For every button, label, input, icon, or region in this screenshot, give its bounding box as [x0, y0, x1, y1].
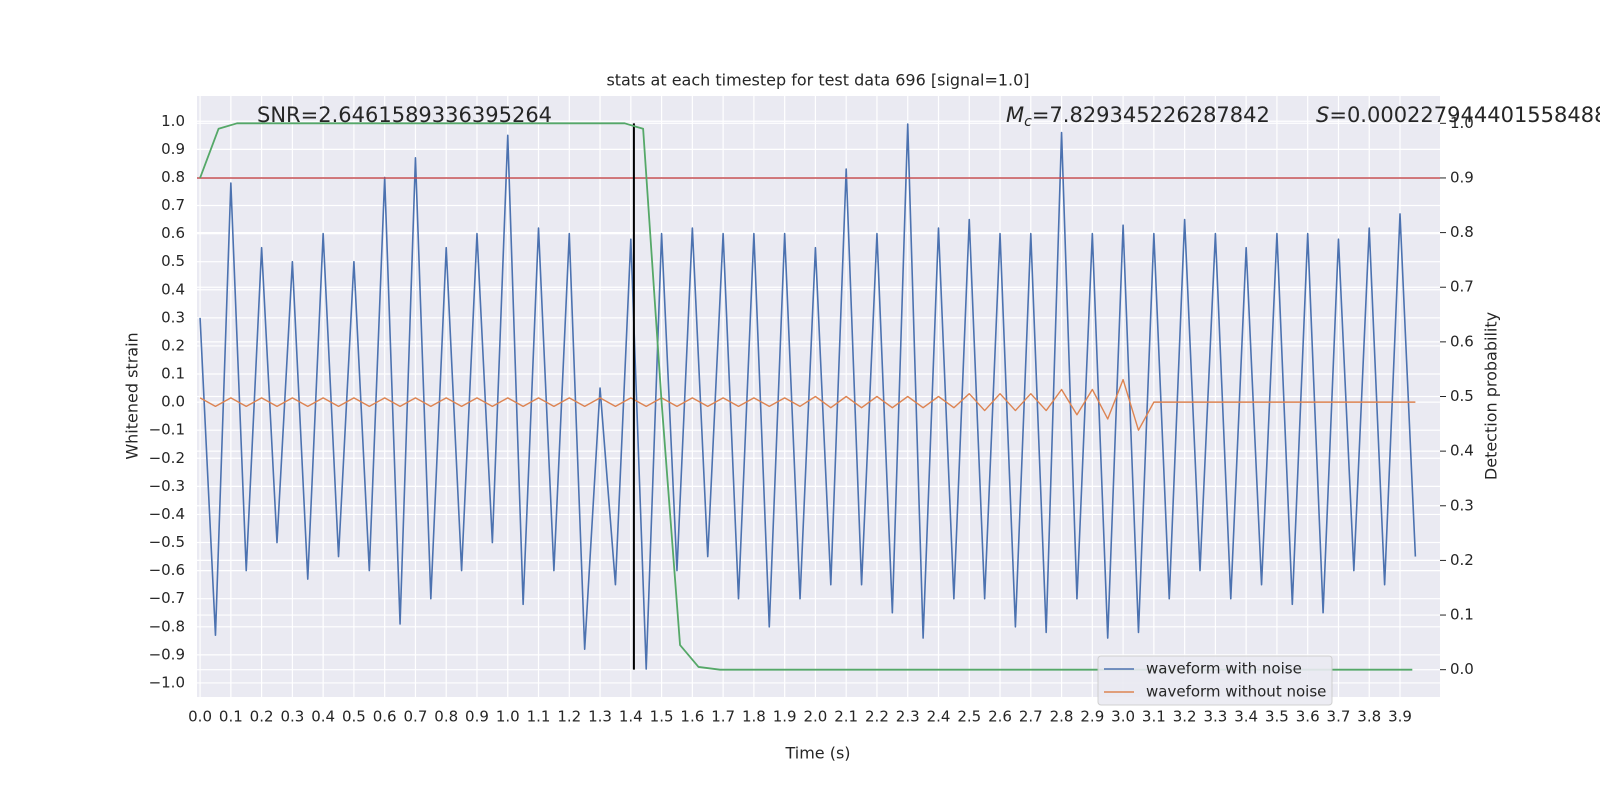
x-tick-label: 0.3 — [280, 708, 304, 726]
x-tick-label: 3.2 — [1173, 708, 1197, 726]
y-tick-label: −0.6 — [149, 561, 185, 579]
y2-tick-label: 0.3 — [1450, 496, 1474, 514]
x-tick-label: 1.3 — [588, 708, 612, 726]
y-tick-label: 0.6 — [161, 224, 185, 242]
y2-tick-label: 0.9 — [1450, 168, 1474, 186]
x-tick-label: 3.3 — [1203, 708, 1227, 726]
x-tick-label: 1.4 — [619, 708, 643, 726]
y-tick-label: 0.5 — [161, 252, 185, 270]
x-tick-label: 3.9 — [1388, 708, 1412, 726]
y-tick-label: 0.2 — [161, 336, 185, 354]
x-tick-label: 2.7 — [1019, 708, 1043, 726]
y2-tick-label: 0.4 — [1450, 442, 1474, 460]
y-tick-label: −0.4 — [149, 505, 185, 523]
x-tick-label: 2.5 — [957, 708, 981, 726]
legend-label: waveform with noise — [1146, 660, 1302, 678]
y-tick-label: −0.5 — [149, 533, 185, 551]
x-tick-label: 2.2 — [865, 708, 889, 726]
series-line — [199, 123, 1417, 670]
x-tick-label: 3.1 — [1142, 708, 1166, 726]
y-tick-label: 0.9 — [161, 140, 185, 158]
x-tick-label: 0.2 — [250, 708, 274, 726]
marks — [197, 122, 1440, 671]
x-tick-label: 1.9 — [773, 708, 797, 726]
x-tick-label: 0.0 — [188, 708, 212, 726]
x-tick-label: 2.0 — [803, 708, 827, 726]
s-annotation: S=0.000227944401558488 — [1316, 103, 1600, 127]
series-line — [199, 378, 1416, 431]
y2-tick-label: 0.5 — [1450, 387, 1474, 405]
y-tick-label: −0.7 — [149, 589, 185, 607]
s-symbol: S — [1316, 103, 1329, 127]
mc-value: =7.829345226287842 — [1032, 103, 1270, 127]
y-tick-label: 0.7 — [161, 196, 185, 214]
x-tick-label: 1.1 — [527, 708, 551, 726]
y-tick-label: −0.3 — [149, 477, 185, 495]
y-tick-label: 0.0 — [161, 393, 185, 411]
y2-tick-label: 0.0 — [1450, 660, 1474, 678]
chart-title: stats at each timestep for test data 696… — [606, 71, 1029, 90]
snr-annotation: SNR=2.6461589336395264 — [257, 103, 552, 127]
x-tick-label: 2.1 — [834, 708, 858, 726]
x-tick-label: 0.9 — [465, 708, 489, 726]
x-tick-label: 3.6 — [1296, 708, 1320, 726]
x-tick-label: 0.6 — [373, 708, 397, 726]
probability-line — [199, 122, 1413, 671]
x-tick-label: 2.9 — [1080, 708, 1104, 726]
x-tick-label: 0.4 — [311, 708, 335, 726]
x-tick-label: 0.5 — [342, 708, 366, 726]
mc-sub: c — [1024, 114, 1032, 130]
x-tick-label: 1.5 — [650, 708, 674, 726]
y-axis-label: Whitened strain — [123, 332, 142, 459]
x-tick-label: 2.4 — [927, 708, 951, 726]
y2-axis-label: Detection probability — [1482, 312, 1501, 480]
legend-label: waveform without noise — [1146, 683, 1326, 701]
x-tick-label: 3.0 — [1111, 708, 1135, 726]
x-tick-label: 2.3 — [896, 708, 920, 726]
mc-annotation: Mc=7.829345226287842 — [1006, 103, 1270, 130]
y-tick-label: −1.0 — [149, 673, 185, 691]
y-tick-label: 0.4 — [161, 280, 185, 298]
x-tick-label: 2.8 — [1050, 708, 1074, 726]
x-tick-label: 0.1 — [219, 708, 243, 726]
x-tick-label: 2.6 — [988, 708, 1012, 726]
x-tick-label: 1.2 — [557, 708, 581, 726]
y2-tick-label: 1.0 — [1450, 114, 1474, 132]
x-tick-label: 3.8 — [1357, 708, 1381, 726]
x-tick-label: 1.8 — [742, 708, 766, 726]
y-tick-label: −0.8 — [149, 617, 185, 635]
mc-symbol: M — [1006, 103, 1024, 127]
y2-tick-label: 0.2 — [1450, 551, 1474, 569]
y-tick-label: 0.3 — [161, 308, 185, 326]
y-tick-label: 0.1 — [161, 365, 185, 383]
y-tick-label: 1.0 — [161, 112, 185, 130]
y2-tick-label: 0.1 — [1450, 606, 1474, 624]
legend: waveform with noise waveform without nois… — [1097, 655, 1333, 706]
x-axis-label: Time (s) — [784, 744, 850, 763]
x-tick-label: 0.7 — [404, 708, 428, 726]
y2-tick-label: 0.7 — [1450, 278, 1474, 296]
s-value: =0.000227944401558488 — [1329, 103, 1600, 127]
y-tick-label: 0.8 — [161, 168, 185, 186]
x-tick-label: 3.5 — [1265, 708, 1289, 726]
y-tick-label: −0.2 — [149, 449, 185, 467]
x-tick-label: 3.7 — [1327, 708, 1351, 726]
y2-tick-label: 0.8 — [1450, 223, 1474, 241]
legend-box — [1097, 655, 1333, 706]
x-tick-label: 0.8 — [434, 708, 458, 726]
x-tick-label: 3.4 — [1234, 708, 1258, 726]
x-tick-label: 1.0 — [496, 708, 520, 726]
y-tick-label: −0.1 — [149, 421, 185, 439]
x-tick-label: 1.6 — [680, 708, 704, 726]
y-tick-label: −0.9 — [149, 645, 185, 663]
y2-tick-label: 0.6 — [1450, 332, 1474, 350]
x-tick-label: 1.7 — [711, 708, 735, 726]
